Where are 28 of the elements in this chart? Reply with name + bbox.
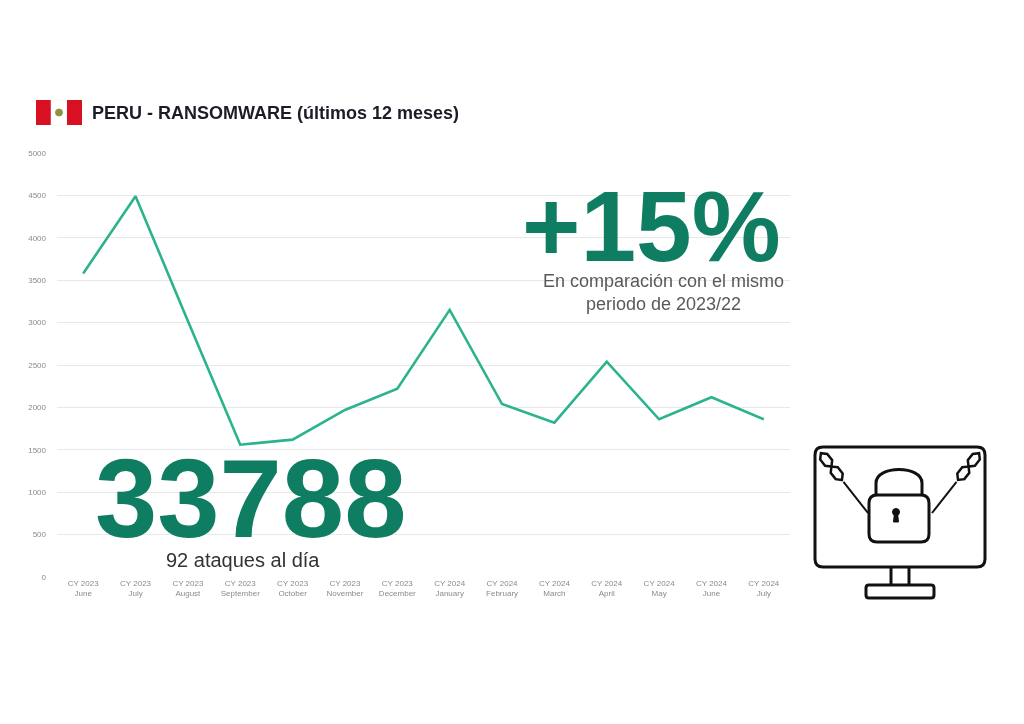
x-tick-label: CY 2024 June <box>695 579 728 599</box>
y-tick-label: 4500 <box>28 191 47 201</box>
y-tick-label: 500 <box>32 530 47 540</box>
x-tick-label: CY 2023 October <box>277 579 309 599</box>
y-tick-label: 4000 <box>28 233 47 243</box>
x-tick-label: CY 2023 September <box>220 579 261 599</box>
x-tick-label: CY 2024 February <box>486 579 519 599</box>
x-tick-label: CY 2023 August <box>172 579 204 599</box>
y-tick-label: 5000 <box>28 148 47 158</box>
y-tick-label: 2000 <box>28 403 47 413</box>
y-tick-label: 0 <box>41 572 47 582</box>
x-tick-label: CY 2024 April <box>591 579 623 599</box>
x-tick-label: CY 2023 December <box>378 579 417 599</box>
x-tick-label: CY 2024 January <box>434 579 466 599</box>
annotation: En comparación con el mismo periodo de 2023/22 <box>543 271 785 315</box>
x-tick-label: CY 2023 November <box>326 579 364 599</box>
x-tick-label: CY 2024 July <box>748 579 780 599</box>
y-tick-label: 3500 <box>28 276 47 285</box>
x-tick-label: CY 2024 March <box>538 579 571 599</box>
annotation: 92 ataques al día <box>166 549 321 571</box>
y-tick-label: 2500 <box>28 360 47 370</box>
chart-title: PERU - RANSOMWARE (últimos 12 meses) <box>92 103 460 124</box>
x-tick-label: CY 2024 May <box>643 579 676 599</box>
y-tick-label: 1500 <box>28 445 47 455</box>
x-tick-label: CY 2023 July <box>120 579 152 599</box>
y-tick-label: 1000 <box>28 488 47 497</box>
y-tick-label: 3000 <box>28 318 47 328</box>
x-tick-label: CY 2023 June <box>67 579 100 599</box>
